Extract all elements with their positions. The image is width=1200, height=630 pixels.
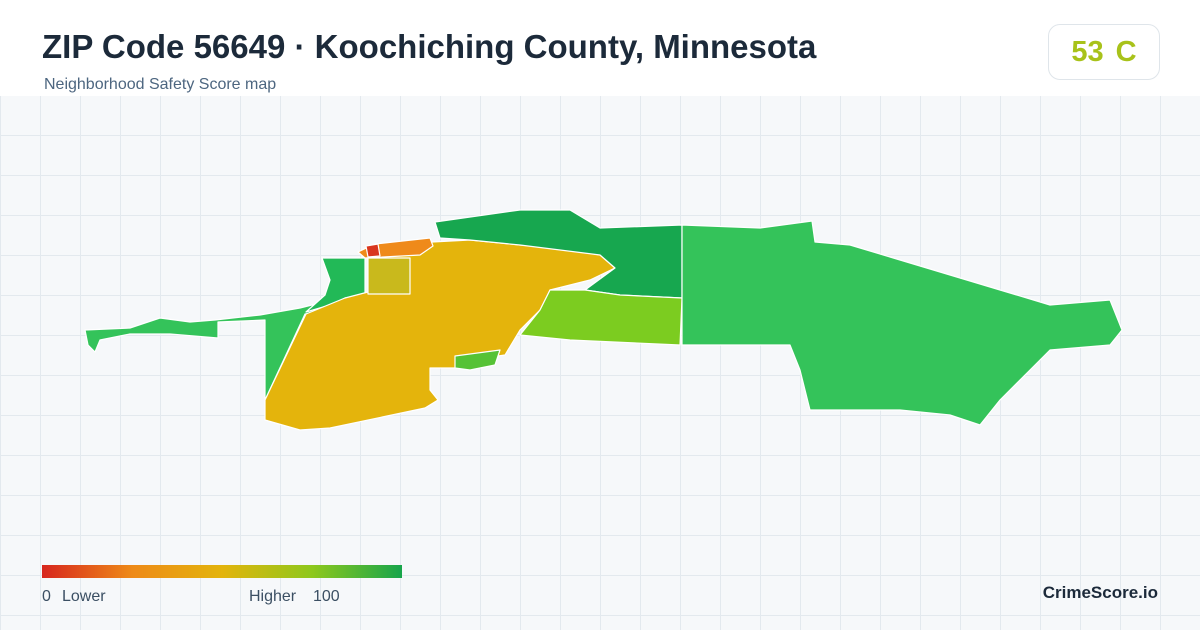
legend-max-label: Higher (249, 588, 297, 605)
score: 53 (1071, 36, 1104, 68)
title: ZIP Code 56649 · Koochiching County, Min… (42, 28, 817, 65)
grade: C (1115, 36, 1137, 68)
region (454, 349, 501, 371)
region (519, 289, 683, 346)
legend-min: 0 (42, 588, 51, 605)
legend-max: 100 (313, 588, 340, 605)
subtitle: Neighborhood Safety Score map (44, 76, 277, 93)
header: ZIP Code 56649 · Koochiching County, Min… (0, 0, 1200, 96)
legend-min-label: Lower (62, 588, 106, 605)
region (681, 220, 1123, 426)
region (367, 257, 411, 295)
brand: CrimeScore.io (1042, 583, 1158, 602)
region (365, 243, 381, 258)
legend-gradient (42, 565, 402, 578)
score-badge: 53 C (1048, 24, 1160, 80)
